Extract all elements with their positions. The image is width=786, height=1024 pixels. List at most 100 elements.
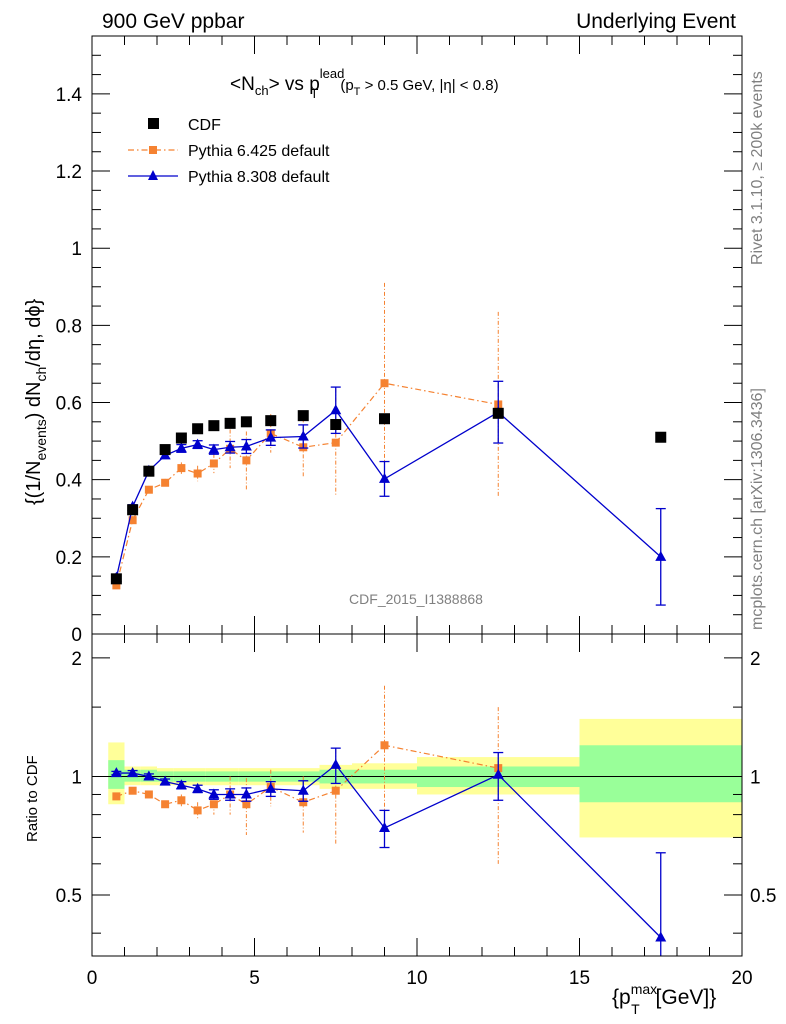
pythia6-point bbox=[128, 516, 137, 525]
ratio-ytick-label: 0.5 bbox=[56, 886, 82, 907]
pythia8-point bbox=[655, 550, 667, 561]
legend-label-pythia6: Pythia 6.425 default bbox=[188, 143, 330, 160]
main-ytick-label: 0 bbox=[71, 625, 82, 646]
legend-marker-cdf bbox=[148, 118, 159, 129]
ratio-ytick-label: 1 bbox=[71, 767, 82, 788]
cdf-point bbox=[240, 416, 252, 428]
main-ytick-label: 1.4 bbox=[56, 85, 83, 106]
ratio-ytick-label: 2 bbox=[71, 649, 82, 670]
cdf-point bbox=[297, 410, 309, 422]
mcplots-label: mcplots.cern.ch [arXiv:1306.3436] bbox=[749, 388, 766, 630]
ratio-uncertainty-bands bbox=[108, 718, 742, 838]
pythia6-point bbox=[144, 485, 153, 494]
ratio-pythia8-point bbox=[143, 770, 155, 781]
ratio-pythia6-point bbox=[331, 786, 340, 795]
pythia6-point bbox=[193, 469, 202, 478]
ratio-pythia8-point bbox=[224, 788, 236, 799]
pythia8-point bbox=[379, 472, 390, 483]
ratio-pythia8-point bbox=[208, 788, 220, 799]
pythia8-point bbox=[330, 404, 342, 415]
pythia8-point bbox=[175, 442, 187, 453]
x-tick-label: 0 bbox=[87, 968, 98, 989]
legend-marker-pythia6 bbox=[149, 146, 157, 154]
ratio-series-layer bbox=[110, 685, 667, 956]
x-axis-label: {pmax T [GeV]} bbox=[612, 981, 716, 1017]
legend-entry-pythia6: Pythia 6.425 default bbox=[128, 143, 330, 160]
main-series-layer bbox=[110, 282, 667, 606]
cdf-point bbox=[655, 431, 667, 443]
header-right: Underlying Event bbox=[576, 10, 736, 33]
main-ytick-label: 0.6 bbox=[56, 394, 82, 415]
cdf-point bbox=[159, 444, 171, 456]
ratio-ylabel: Ratio to CDF bbox=[24, 755, 41, 842]
x-tick-label: 15 bbox=[569, 968, 590, 989]
ratio-plot: 0.5 0.51 12 20 5 10 15 20 bbox=[56, 633, 776, 989]
pythia6-point bbox=[331, 438, 340, 447]
cdf-point bbox=[492, 407, 504, 419]
cdf-point bbox=[175, 432, 187, 444]
ratio-pythia6-point bbox=[177, 796, 186, 805]
main-ytick-label: 1.2 bbox=[56, 162, 82, 183]
ratio-pythia8-point bbox=[192, 782, 204, 793]
ratio-pythia8-point bbox=[127, 767, 139, 778]
cdf-point bbox=[208, 420, 220, 432]
pythia6-point bbox=[209, 459, 218, 468]
cdf-point bbox=[265, 415, 277, 427]
legend-label-cdf: CDF bbox=[188, 117, 221, 134]
ratio-pythia8-point bbox=[297, 784, 309, 795]
ratio-ytick-label-right: 1 bbox=[750, 767, 761, 788]
legend-entry-cdf: CDF bbox=[148, 117, 221, 134]
rivet-label: Rivet 3.1.10, ≥ 200k events bbox=[749, 71, 766, 265]
pythia8-line bbox=[115, 409, 662, 578]
legend: CDF Pythia 6.425 default Pythia 8.308 de… bbox=[128, 117, 330, 186]
ratio-pythia6-point bbox=[242, 800, 251, 809]
ratio-pythia8-point bbox=[265, 782, 277, 793]
ratio-pythia8-point bbox=[240, 788, 252, 799]
pythia8-point bbox=[265, 431, 277, 442]
ratio-band-inner bbox=[579, 745, 742, 803]
pythia6-point bbox=[161, 478, 170, 487]
ratio-ytick-label-right: 2 bbox=[750, 649, 761, 670]
pythia6-point bbox=[242, 456, 251, 465]
pythia8-point bbox=[192, 438, 204, 449]
pythia8-point bbox=[297, 430, 309, 441]
main-title: <Nch> vs plead T (pT > 0.5 GeV, |η| < 0.8) bbox=[230, 66, 499, 101]
ratio-pythia8-point bbox=[379, 821, 390, 832]
pythia8-point bbox=[224, 441, 236, 452]
ratio-pythia8-point bbox=[175, 779, 187, 790]
main-axis-ticks: 0 0.2 0.4 0.6 0.8 1 1.2 1.4 bbox=[56, 36, 743, 646]
ratio-pythia6-point bbox=[193, 806, 202, 815]
cdf-point bbox=[379, 413, 390, 425]
main-ytick-label: 0.2 bbox=[56, 548, 82, 569]
ratio-pythia8-point bbox=[159, 775, 171, 786]
ratio-pythia6-point bbox=[209, 800, 218, 809]
ratio-pythia8-point bbox=[492, 768, 504, 779]
ratio-pythia6-point bbox=[112, 792, 121, 801]
x-tick-label: 5 bbox=[249, 968, 260, 989]
cdf-point bbox=[127, 504, 139, 516]
analysis-watermark: CDF_2015_I1388868 bbox=[349, 591, 483, 607]
x-tick-label: 10 bbox=[406, 968, 427, 989]
ratio-ytick-label-right: 0.5 bbox=[750, 886, 776, 907]
legend-marker-pythia8 bbox=[148, 170, 158, 180]
pythia6-point bbox=[112, 581, 121, 590]
ratio-pythia6-point bbox=[299, 798, 308, 807]
cdf-point bbox=[330, 419, 342, 431]
cdf-point bbox=[110, 573, 122, 585]
main-ytick-label: 1 bbox=[71, 239, 82, 260]
legend-entry-pythia8: Pythia 8.308 default bbox=[128, 169, 330, 186]
cdf-point bbox=[192, 423, 204, 435]
main-ytick-label: 0.8 bbox=[56, 316, 82, 337]
pythia8-point bbox=[240, 440, 252, 451]
ratio-pythia8-point bbox=[655, 931, 667, 942]
pythia6-point bbox=[177, 464, 186, 473]
pythia8-point bbox=[208, 443, 220, 454]
ratio-series-clip bbox=[110, 685, 667, 956]
x-tick-label: 20 bbox=[731, 968, 752, 989]
ratio-axis-ticks: 0.5 0.51 12 20 5 10 15 20 bbox=[56, 634, 776, 989]
ratio-pythia6-point bbox=[380, 741, 389, 750]
legend-label-pythia8: Pythia 8.308 default bbox=[188, 169, 330, 186]
cdf-point bbox=[143, 465, 155, 477]
ratio-pythia6-point bbox=[144, 790, 153, 799]
